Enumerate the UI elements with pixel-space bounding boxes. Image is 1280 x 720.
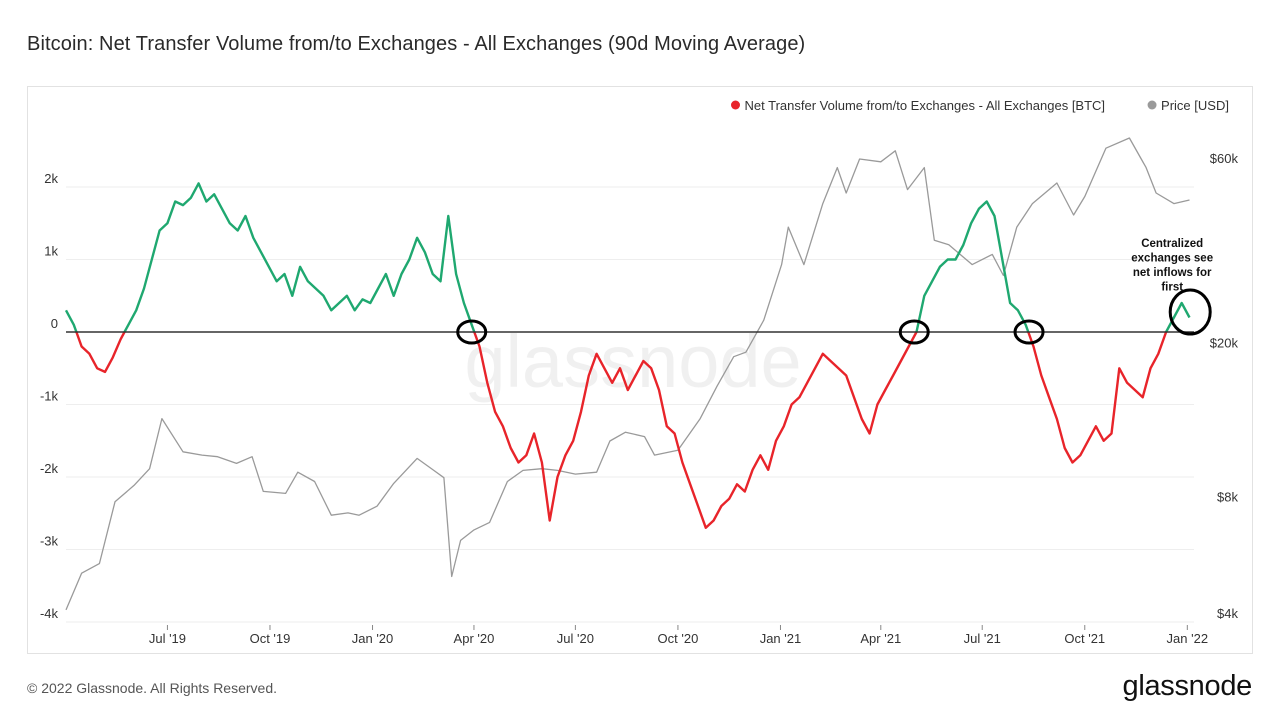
legend-swatch bbox=[1147, 100, 1157, 110]
y-right-tick-label: $4k bbox=[1217, 606, 1238, 621]
net-volume-negative-segment bbox=[473, 331, 918, 529]
y-left-tick-label: 2k bbox=[44, 171, 58, 186]
net-transfer-series bbox=[64, 182, 1191, 529]
chart-panel: glassnode 2k 1k 0 -1k -2k -3k -4k $60k $20k $8k $… bbox=[27, 86, 1253, 654]
y-axis-left: 2k 1k 0 -1k -2k -3k -4k bbox=[40, 171, 59, 621]
legend-label: Net Transfer Volume from/to Exchanges - … bbox=[745, 98, 1106, 113]
brand-logo: glassnode bbox=[1122, 670, 1252, 702]
y-left-tick-label: 1k bbox=[44, 244, 58, 259]
copyright: © 2022 Glassnode. All Rights Reserved. bbox=[27, 680, 278, 696]
x-axis: Jul '19 Oct '19 Jan '20 Apr '20 Jul '20 Oct '… bbox=[149, 625, 1208, 646]
net-volume-positive-segment bbox=[915, 200, 1030, 333]
y-right-tick-label: $60k bbox=[1210, 151, 1239, 166]
crossing-circle bbox=[1168, 288, 1212, 336]
annotation-text: net inflows for bbox=[1133, 267, 1212, 279]
chart-title: Bitcoin: Net Transfer Volume from/to Exc… bbox=[27, 33, 806, 55]
x-tick-label: Jan '20 bbox=[352, 631, 394, 646]
x-tick-label: Jan '21 bbox=[760, 631, 802, 646]
annotation: Centralized exchanges see net inflows for f… bbox=[1131, 238, 1213, 294]
y-right-tick-label: $20k bbox=[1210, 336, 1239, 351]
annotation-text: first bbox=[1161, 282, 1183, 294]
y-left-tick-label: -4k bbox=[40, 606, 59, 621]
x-tick-label: Oct '21 bbox=[1064, 631, 1105, 646]
net-volume-positive-segment bbox=[64, 309, 78, 333]
net-volume-negative-segment bbox=[75, 331, 126, 374]
legend-swatch bbox=[731, 100, 740, 110]
x-tick-label: Oct '19 bbox=[250, 631, 291, 646]
y-left-tick-label: 0 bbox=[51, 316, 58, 331]
x-tick-label: Apr '20 bbox=[454, 631, 495, 646]
crossing-circle bbox=[456, 319, 488, 345]
crossing-circle bbox=[898, 319, 930, 345]
x-tick-label: Apr '21 bbox=[860, 631, 901, 646]
annotation-text: Centralized bbox=[1141, 238, 1203, 250]
crossing-circle bbox=[1013, 319, 1045, 345]
price-line bbox=[65, 137, 1190, 611]
legend: Net Transfer Volume from/to Exchanges - … bbox=[731, 98, 1229, 113]
y-right-tick-label: $8k bbox=[1217, 490, 1238, 505]
annotation-text: exchanges see bbox=[1131, 253, 1213, 265]
x-tick-label: Oct '20 bbox=[658, 631, 699, 646]
x-tick-label: Jul '21 bbox=[964, 631, 1001, 646]
watermark: glassnode bbox=[464, 320, 801, 403]
legend-label: Price [USD] bbox=[1161, 98, 1229, 113]
price-series bbox=[65, 137, 1190, 611]
net-volume-positive-segment bbox=[1165, 301, 1191, 333]
net-volume-negative-segment bbox=[1027, 331, 1168, 464]
x-tick-label: Jul '19 bbox=[149, 631, 186, 646]
gridlines bbox=[66, 186, 1194, 623]
x-tick-label: Jan '22 bbox=[1167, 631, 1209, 646]
x-tick-label: Jul '20 bbox=[557, 631, 594, 646]
y-axis-right: $60k $20k $8k $4k bbox=[1210, 151, 1239, 621]
crossing-markers bbox=[456, 288, 1212, 345]
y-left-tick-label: -3k bbox=[40, 534, 59, 549]
y-left-tick-label: -2k bbox=[40, 461, 59, 476]
net-volume-positive-segment bbox=[123, 182, 476, 333]
y-left-tick-label: -1k bbox=[40, 389, 59, 404]
